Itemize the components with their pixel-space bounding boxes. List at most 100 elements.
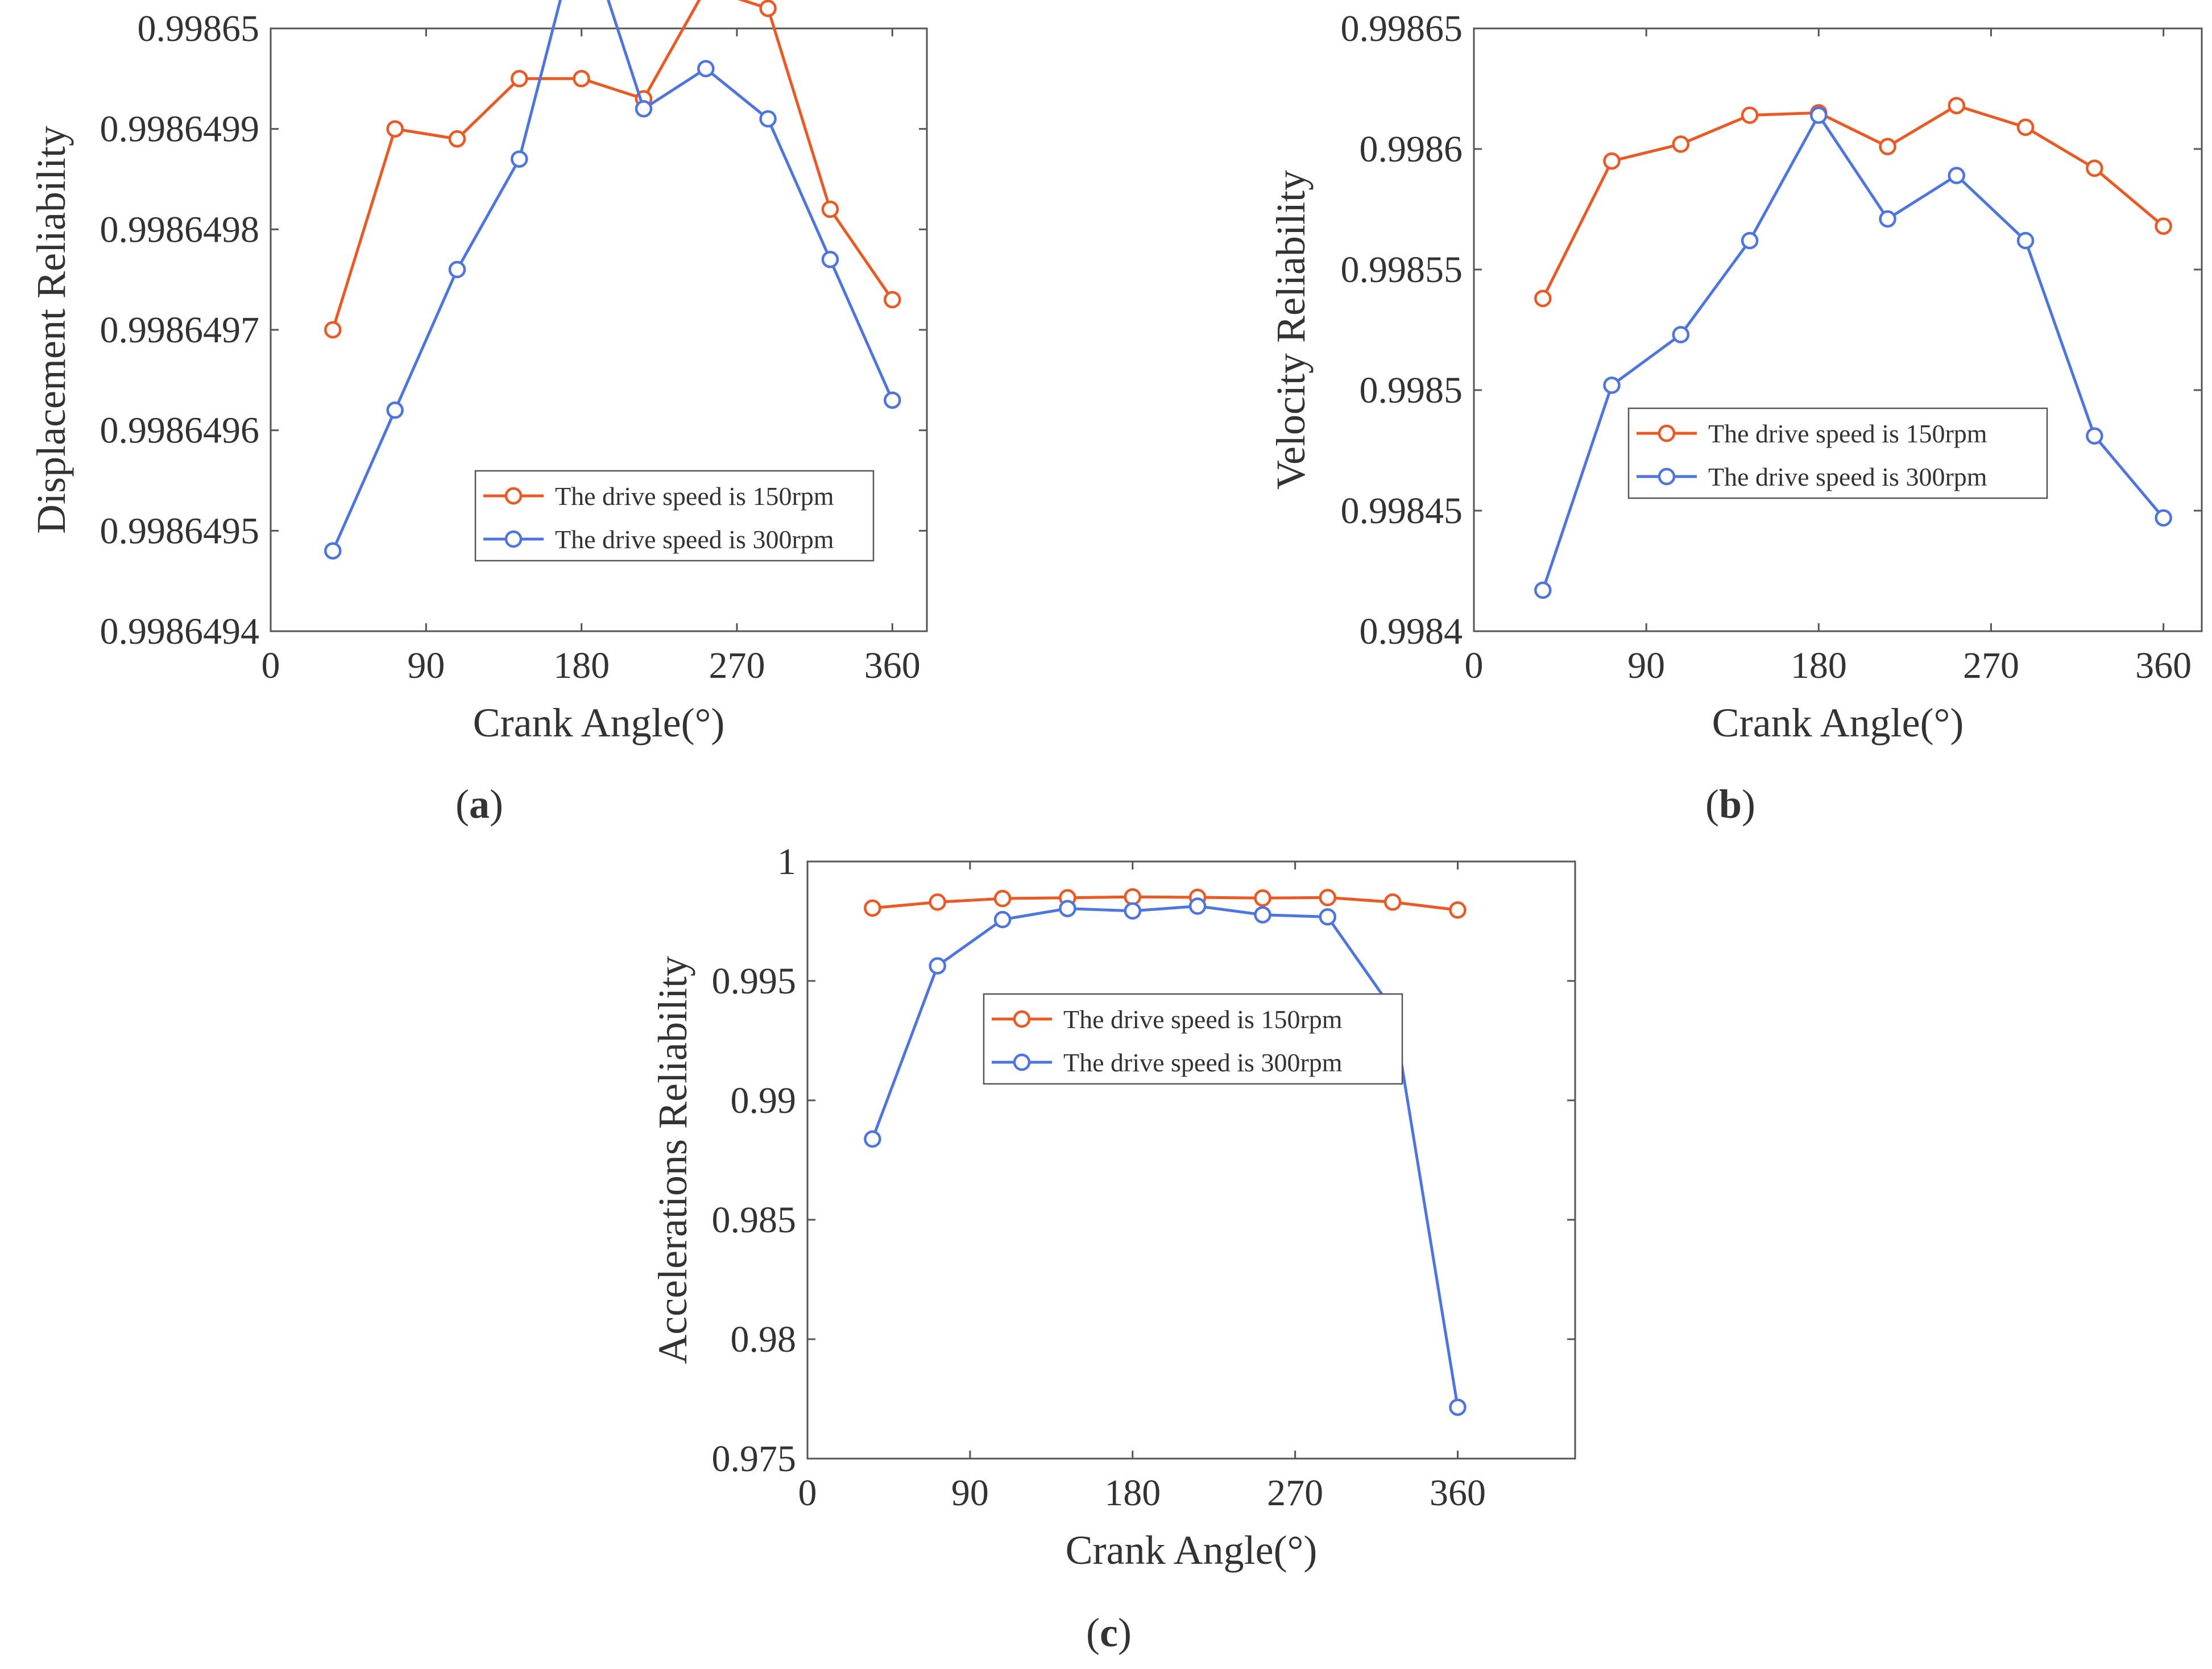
- legend-entry-label: The drive speed is 150rpm: [1708, 419, 1987, 448]
- data-point-150rpm: [511, 70, 528, 88]
- data-point-300rpm: [1059, 900, 1076, 917]
- legend-entry-label: The drive speed is 300rpm: [1708, 462, 1987, 491]
- data-point-150rpm: [864, 899, 881, 917]
- data-point-150rpm: [759, 0, 777, 17]
- x-tick-label: 0: [1465, 645, 1484, 686]
- x-axis-label: Crank Angle(°): [1066, 1527, 1318, 1573]
- y-tick-label: 0.9986499: [100, 109, 260, 150]
- data-point-300rpm: [1948, 167, 1966, 184]
- series-line-150rpm: [331, 0, 894, 330]
- caption-letter: c: [1100, 1610, 1118, 1655]
- panel-c-accelerations-chart: 0 90 180 270 360 0.975 0.98 0.985 0.99 0.995 1 Cran…: [650, 841, 1576, 1655]
- legend: The drive speed is 150rpm The drive speed…: [1627, 407, 2048, 499]
- data-point-300rpm: [635, 100, 653, 118]
- x-tick-label: 0: [798, 1472, 817, 1514]
- data-point-300rpm: [864, 1130, 881, 1148]
- data-point-300rpm: [1124, 902, 1142, 920]
- data-point-300rpm: [821, 251, 839, 268]
- x-tick-label: 90: [1627, 645, 1665, 686]
- data-point-150rpm: [821, 200, 839, 218]
- legend-entry-label: The drive speed is 150rpm: [1063, 1005, 1343, 1034]
- data-point-150rpm: [1603, 152, 1621, 170]
- y-tick-label: 1: [777, 841, 796, 883]
- legend: The drive speed is 150rpm The drive speed…: [474, 470, 875, 562]
- data-point-300rpm: [1810, 106, 1828, 124]
- data-point-300rpm: [1534, 581, 1552, 599]
- panel-caption: (b): [1705, 781, 1755, 827]
- data-point-150rpm: [448, 130, 466, 148]
- data-point-150rpm: [993, 889, 1012, 908]
- data-point-300rpm: [1254, 906, 1271, 923]
- x-axis-label: Crank Angle(°): [473, 700, 725, 746]
- legend-box: [983, 993, 1403, 1085]
- data-point-150rpm: [1534, 289, 1552, 308]
- y-tick-label: 0.9986494: [100, 611, 260, 652]
- caption-close-paren: ): [1742, 781, 1755, 827]
- data-point-150rpm: [1449, 901, 1467, 919]
- plot-area-frame: [806, 860, 1576, 1460]
- x-tick-label: 270: [709, 645, 765, 686]
- caption-letter: b: [1719, 781, 1742, 827]
- series-line-300rpm: [332, 0, 894, 552]
- data-point-300rpm: [324, 542, 342, 560]
- x-tick-label: 360: [1430, 1472, 1486, 1514]
- y-tick-label: 0.99845: [1341, 490, 1463, 532]
- data-point-300rpm: [1603, 376, 1621, 394]
- series-line-300rpm: [1541, 114, 2165, 591]
- data-point-300rpm: [1879, 210, 1896, 228]
- y-tick-label: 0.9986496: [100, 410, 260, 452]
- x-tick-label: 180: [1104, 1472, 1161, 1514]
- legend-marker-swatch: [1013, 1053, 1031, 1071]
- x-tick-label: 360: [864, 645, 921, 686]
- data-point-300rpm: [759, 110, 777, 128]
- data-point-150rpm: [386, 120, 404, 138]
- data-point-300rpm: [2155, 509, 2172, 527]
- y-tick-label: 0.99865: [1341, 8, 1463, 49]
- panel-a-displacement-chart: 0 90 180 270 360 0.9986494 0.9986495 0.9986496 0…: [28, 0, 928, 827]
- data-point-300rpm: [2086, 427, 2103, 445]
- y-tick-label: 0.9986495: [100, 510, 260, 552]
- data-point-150rpm: [2086, 159, 2103, 177]
- series-line-300rpm: [871, 905, 1459, 1408]
- caption-open-paren: (: [455, 781, 469, 827]
- data-point-150rpm: [1948, 97, 1966, 114]
- data-point-300rpm: [448, 260, 466, 279]
- data-point-300rpm: [1319, 908, 1337, 926]
- x-tick-label: 180: [1791, 645, 1847, 686]
- legend-marker-swatch: [1658, 424, 1676, 442]
- data-point-150rpm: [573, 70, 590, 88]
- y-axis-label: Displacement Reliability: [28, 126, 74, 534]
- legend-entry-label: The drive speed is 300rpm: [555, 525, 834, 554]
- data-point-150rpm: [2155, 217, 2172, 235]
- y-tick-label: 0.99855: [1341, 249, 1463, 291]
- x-tick-label: 0: [262, 645, 280, 686]
- legend-box: [474, 470, 875, 562]
- legend-marker-swatch: [504, 530, 523, 548]
- y-tick-label: 0.9986498: [100, 209, 260, 250]
- data-point-300rpm: [1188, 897, 1207, 915]
- data-point-150rpm: [1254, 889, 1271, 907]
- data-point-150rpm: [324, 321, 342, 339]
- legend-entry-label: The drive speed is 150rpm: [555, 482, 834, 511]
- x-tick-label: 90: [951, 1472, 989, 1514]
- y-tick-label: 0.99865: [138, 8, 260, 49]
- legend-marker-swatch: [1013, 1010, 1031, 1028]
- legend-marker-swatch: [504, 487, 523, 505]
- caption-close-paren: ): [1118, 1610, 1132, 1655]
- data-point-150rpm: [1879, 138, 1896, 156]
- y-tick-label: 0.98: [731, 1319, 797, 1360]
- x-tick-label: 270: [1267, 1472, 1323, 1514]
- data-point-300rpm: [386, 401, 404, 419]
- data-point-300rpm: [993, 910, 1012, 929]
- x-axis-label: Crank Angle(°): [1712, 700, 1964, 746]
- x-tick-label: 360: [2135, 645, 2192, 686]
- y-tick-label: 0.975: [712, 1438, 797, 1480]
- data-point-150rpm: [1672, 135, 1690, 153]
- data-point-150rpm: [1383, 893, 1402, 911]
- legend: The drive speed is 150rpm The drive speed…: [983, 993, 1403, 1085]
- data-point-300rpm: [511, 150, 528, 168]
- data-point-300rpm: [1672, 326, 1690, 343]
- legend-marker-swatch: [1658, 467, 1676, 486]
- y-axis-label: Velocity Reliability: [1268, 170, 1314, 490]
